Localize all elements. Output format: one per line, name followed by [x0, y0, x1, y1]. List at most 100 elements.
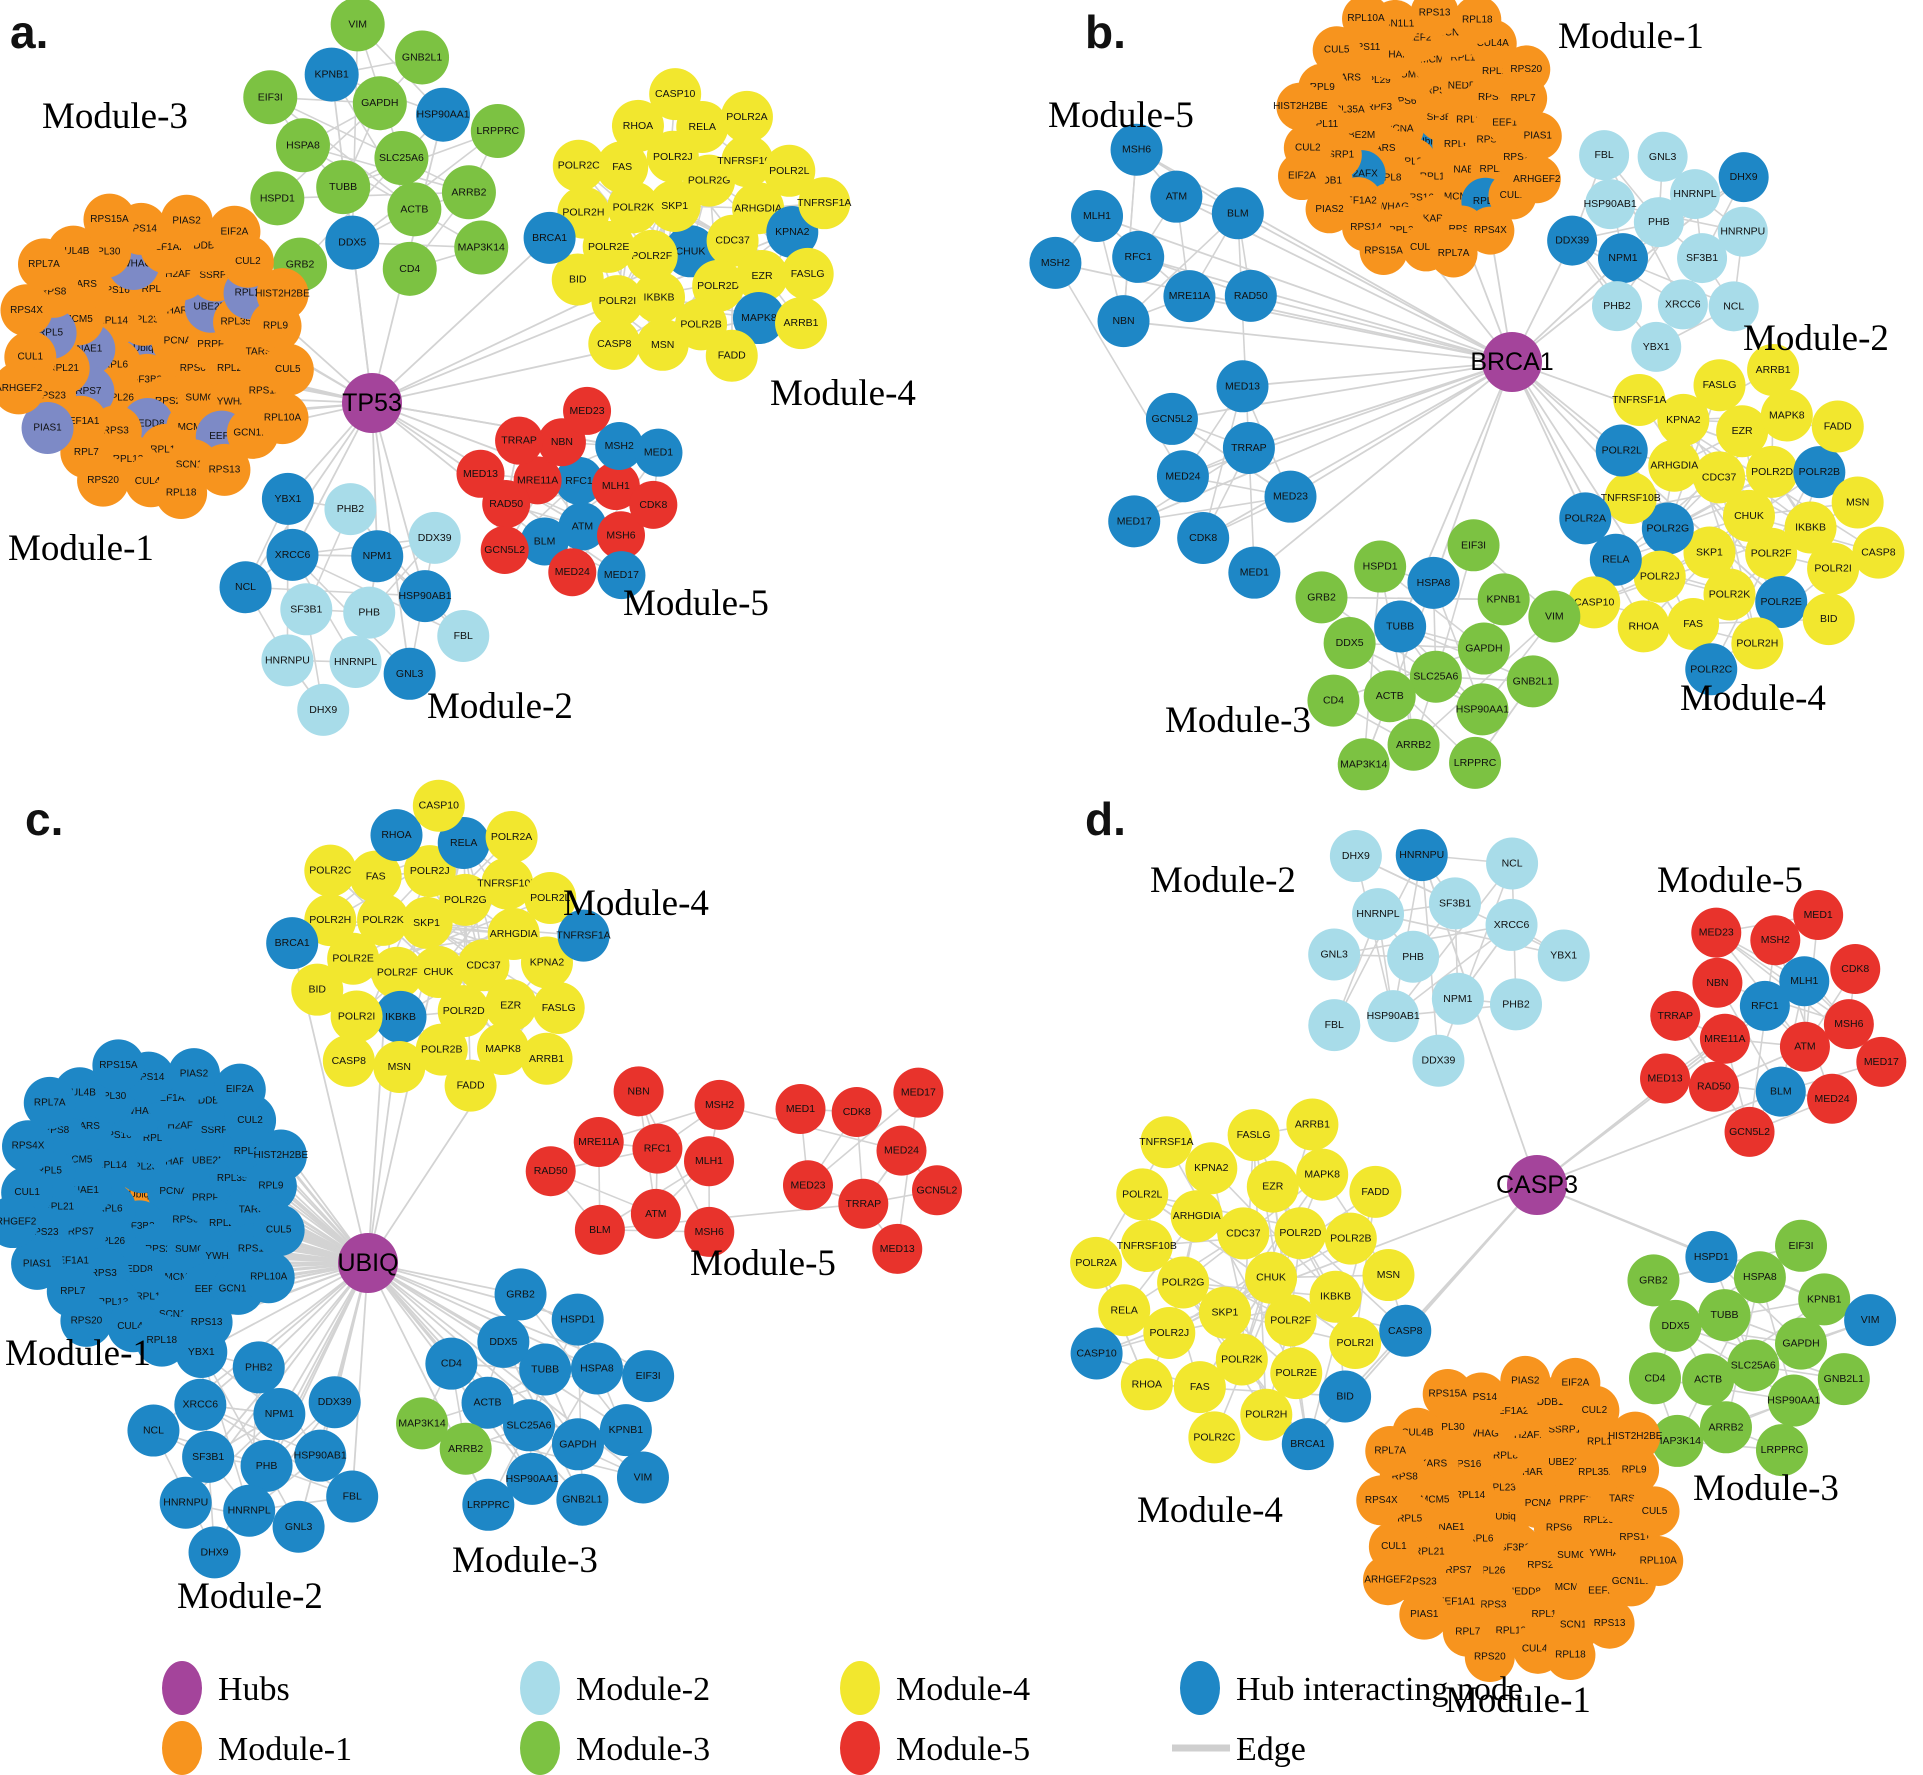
gene-node — [1217, 1207, 1270, 1260]
gene-node — [1683, 526, 1736, 579]
gene-node-label: MCM4 — [1420, 54, 1450, 65]
gene-node — [395, 30, 450, 85]
gene-node-label: DDB1 — [1537, 1397, 1564, 1408]
gene-node — [1775, 1317, 1828, 1370]
gene-node-label: MED23 — [570, 405, 605, 417]
gene-node — [1276, 82, 1325, 131]
gene-node — [1457, 622, 1510, 675]
gene-node-label: POLR2K — [362, 914, 403, 926]
gene-node — [1617, 600, 1670, 653]
gene-node-label: PIAS1 — [23, 1258, 52, 1269]
gene-node-label: RPS2 — [1527, 1560, 1554, 1571]
gene-node-label: LRPPRC — [1761, 1444, 1804, 1456]
gene-node — [1685, 643, 1738, 696]
gene-node-label: GCN1L1 — [219, 1283, 258, 1294]
gene-node-label: NPM1 — [363, 550, 392, 562]
gene-node-label: KPNB1 — [609, 1424, 644, 1436]
gene-node-label: POLR2B — [1799, 466, 1840, 478]
gene-node — [1120, 1219, 1173, 1272]
gene-node — [308, 1376, 361, 1429]
gene-node-label: NAE1 — [1438, 1522, 1465, 1533]
gene-node — [1387, 930, 1440, 983]
gene-node-label: EEF1A2 — [153, 1093, 191, 1104]
edge-line — [351, 1262, 369, 1497]
gene-node-label: RPS4X — [12, 1141, 45, 1152]
gene-node-label: MSH2 — [705, 1099, 734, 1111]
gene-node — [1264, 470, 1317, 523]
gene-node — [456, 449, 505, 498]
gene-node-label: SF3B3 — [1500, 1542, 1531, 1553]
gene-node-label: RPL7A — [1438, 248, 1470, 259]
gene-node-label: RPL26 — [1456, 114, 1487, 125]
gene-node — [275, 118, 330, 173]
gene-node — [1628, 1352, 1681, 1405]
gene-node-label: BLM — [1770, 1086, 1792, 1098]
gene-node-label: RPL30 — [1434, 1422, 1465, 1433]
gene-node-label: POLR2H — [309, 914, 351, 926]
gene-node — [330, 0, 385, 52]
gene-node-label: CHUK — [676, 245, 706, 257]
gene-node-label: KARS — [1423, 213, 1451, 224]
gene-node-label: POLR2C — [558, 160, 600, 172]
gene-node-label: MED24 — [1815, 1093, 1850, 1105]
gene-node-label: YWHAG — [119, 1106, 157, 1117]
gene-node-label: HARS — [165, 1157, 193, 1168]
gene-node-label: BID — [309, 984, 327, 996]
gene-node — [1453, 0, 1502, 44]
gene-node — [1746, 445, 1799, 498]
gene-node — [622, 1350, 675, 1403]
gene-node-label: DDX39 — [318, 1396, 352, 1408]
gene-node-label: TARS — [1335, 73, 1361, 84]
gene-node — [480, 526, 529, 575]
gene-node — [1648, 439, 1701, 492]
module-label-c-module-4: Module-4 — [563, 883, 709, 924]
gene-node — [1198, 1286, 1251, 1339]
gene-node-label: MAPK8 — [1304, 1169, 1340, 1181]
gene-node — [1466, 206, 1515, 255]
gene-node — [591, 462, 640, 511]
gene-node — [437, 610, 490, 663]
gene-node-label: NAE1 — [1453, 164, 1480, 175]
gene-node-label: MED23 — [1699, 927, 1734, 939]
gene-node — [1688, 1061, 1739, 1112]
gene-node-label: POLR2G — [1647, 523, 1690, 535]
gene-node-label: FBL — [1594, 149, 1613, 161]
gene-node-label: RPS2 — [155, 396, 182, 407]
gene-node-label: GAPDH — [1465, 643, 1502, 655]
gene-node-label: RPS15A — [1429, 1388, 1468, 1399]
gene-node-label: RAD50 — [1234, 290, 1268, 302]
legend-label: Module-1 — [218, 1731, 352, 1768]
gene-node-label: ARHGEF2 — [1513, 174, 1561, 185]
gene-node-label: CUL4B — [1401, 1427, 1434, 1438]
gene-node-label: RPS2 — [145, 1244, 172, 1255]
gene-node-label: EEF1A1 — [1492, 117, 1530, 128]
gene-node — [506, 1452, 559, 1505]
gene-node — [1641, 502, 1694, 555]
gene-node — [174, 1378, 227, 1431]
gene-node — [1281, 1418, 1334, 1471]
edge-line — [1134, 495, 1291, 523]
gene-node — [1547, 215, 1598, 266]
edge-line — [1096, 215, 1513, 363]
gene-node — [374, 131, 429, 185]
gene-node — [1319, 1370, 1372, 1423]
gene-node-label: GCN5L2 — [1729, 1126, 1770, 1138]
module-label-a-module-2: Module-2 — [427, 686, 573, 727]
module-label-d-module-5: Module-5 — [1657, 860, 1803, 901]
gene-node-label: RPL11 — [234, 1146, 264, 1157]
gene-node — [893, 1067, 944, 1118]
gene-node — [1140, 1116, 1193, 1169]
gene-node-label: RPL8 — [142, 284, 167, 295]
edge-line — [1377, 913, 1564, 957]
gene-node-label: RHOA — [1132, 1378, 1162, 1390]
gene-node — [625, 229, 678, 282]
gene-node-label: RPL30 — [1389, 225, 1420, 236]
gene-node-label: RPL35A — [217, 1173, 255, 1184]
gene-node-label: RPS3 — [103, 426, 130, 437]
gene-node-label: NCL — [143, 1425, 164, 1437]
gene-node-label: MED13 — [1225, 380, 1260, 392]
gene-node-label: YWHAH — [1589, 1548, 1626, 1559]
gene-node — [408, 511, 461, 564]
gene-node-label: IKBKB — [385, 1011, 416, 1023]
